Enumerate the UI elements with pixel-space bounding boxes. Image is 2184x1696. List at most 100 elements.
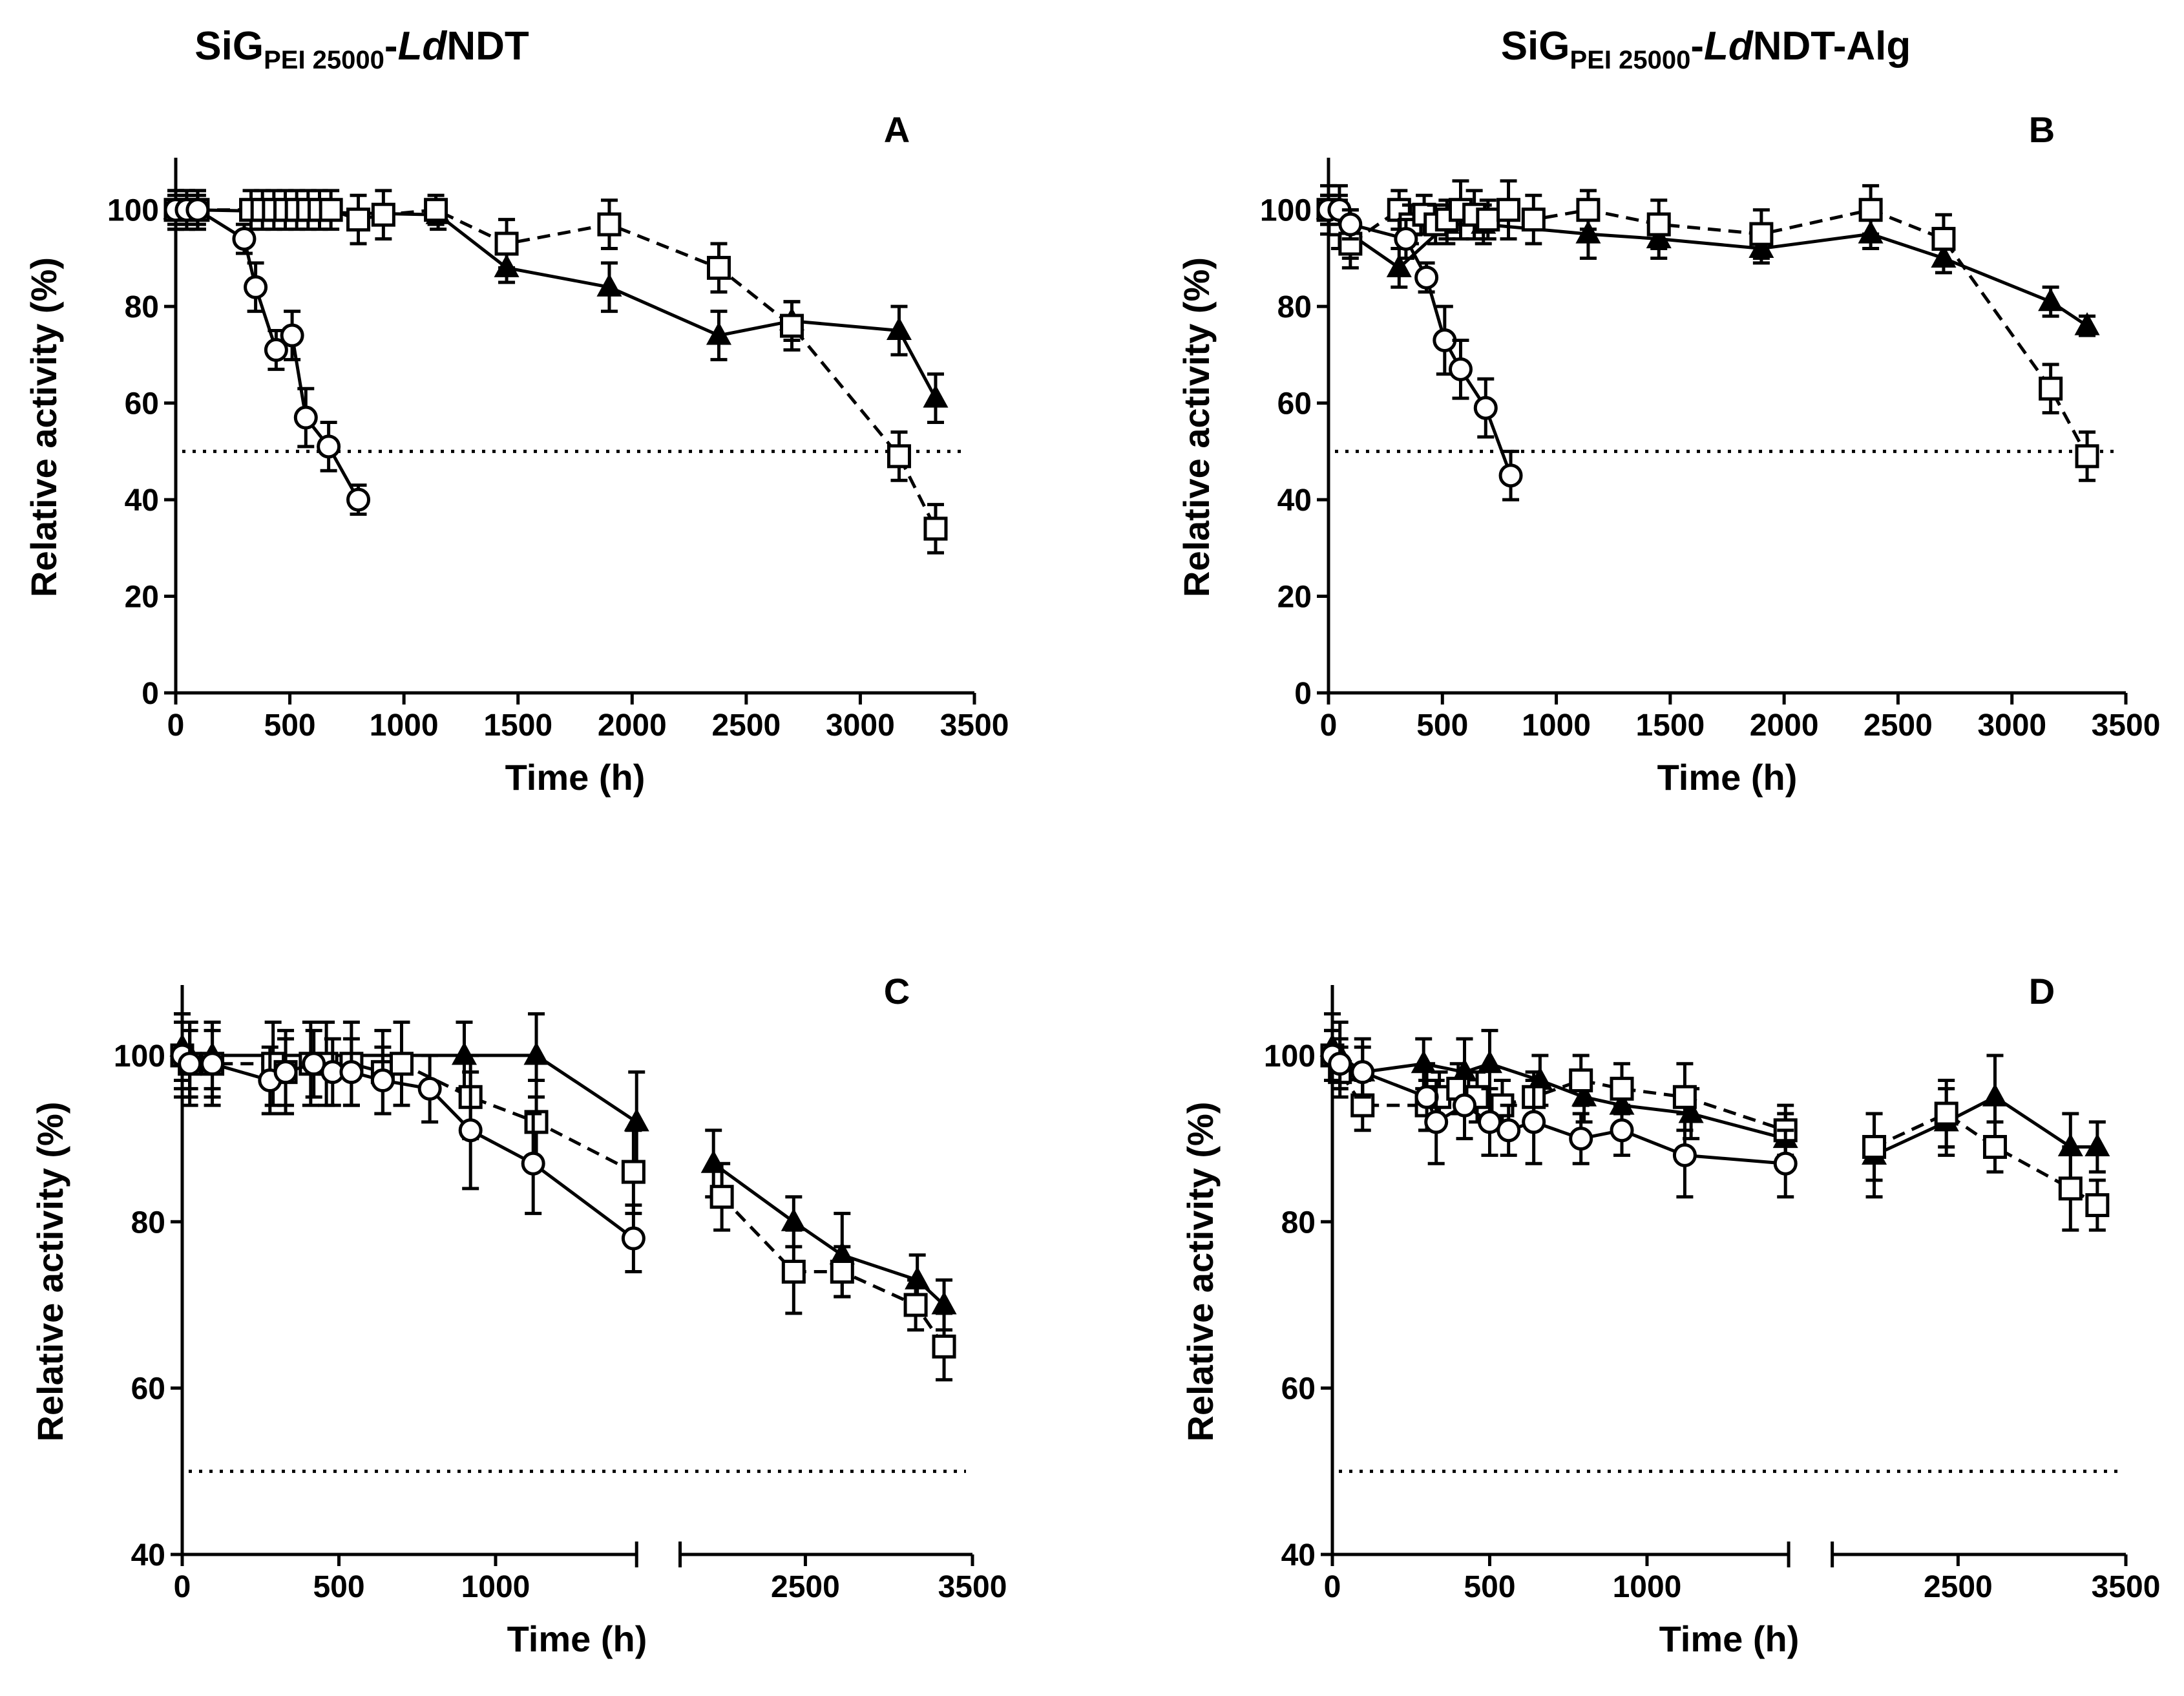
x-tick-label: 500	[313, 1570, 364, 1604]
data-point	[370, 1068, 395, 1093]
y-axis-title: Relative activity (%)	[23, 257, 64, 597]
panel-letter: D	[2029, 971, 2055, 1012]
panel-letter: A	[884, 109, 910, 150]
data-point	[597, 212, 622, 237]
data-point	[346, 487, 371, 512]
data-point	[621, 1226, 646, 1251]
x-tick-label: 2000	[598, 708, 667, 743]
x-tick-label: 0	[1324, 1570, 1341, 1604]
data-point	[1521, 207, 1546, 232]
data-point	[389, 1052, 414, 1076]
x-tick-label: 500	[1416, 708, 1468, 743]
y-tick-label: 100	[1260, 194, 1312, 228]
series-line	[176, 208, 938, 399]
data-point	[596, 273, 622, 297]
series-circle	[170, 1020, 646, 1273]
x-tick-label: 0	[174, 1570, 191, 1604]
data-point	[1476, 207, 1500, 232]
panel-letter: B	[2029, 109, 2055, 150]
data-point	[1414, 265, 1439, 290]
data-point	[1394, 227, 1418, 251]
data-point	[621, 1160, 646, 1184]
data-point	[709, 1185, 734, 1209]
data-point	[1453, 1093, 1477, 1118]
y-tick-label: 60	[131, 1372, 165, 1406]
series-circle	[1316, 193, 1523, 502]
series-line	[1331, 1054, 1786, 1165]
data-point	[1982, 1134, 2007, 1159]
x-tick-label: 500	[264, 708, 316, 743]
data-point	[185, 198, 210, 222]
data-point	[1473, 396, 1498, 420]
data-point	[923, 385, 949, 408]
y-tick-label: 40	[1277, 483, 1312, 518]
series-line	[176, 208, 938, 530]
data-point	[2084, 1133, 2110, 1156]
series-line	[1331, 1046, 1786, 1141]
data-point	[1576, 198, 1601, 222]
data-point	[1328, 1052, 1352, 1076]
data-point	[273, 1060, 298, 1085]
data-point	[2039, 376, 2063, 401]
data-point	[244, 275, 268, 299]
x-tick-label: 0	[1320, 708, 1338, 743]
y-tick-label: 100	[114, 1039, 165, 1074]
y-axis-title: Relative activity (%)	[1176, 257, 1217, 597]
column-title-right: SiGPEI 25000-LdNDT-Alg	[1501, 24, 1911, 74]
data-point	[1934, 1101, 1958, 1126]
data-point	[781, 1260, 806, 1284]
x-tick-label: 3500	[940, 708, 1009, 743]
data-point	[779, 313, 804, 338]
y-tick-label: 40	[131, 1538, 165, 1573]
series-circle	[163, 193, 371, 516]
data-point	[521, 1151, 545, 1176]
data-point	[932, 1334, 956, 1359]
x-tick-label: 1000	[370, 708, 439, 743]
data-point	[1433, 328, 1457, 352]
data-point	[1496, 1118, 1521, 1143]
data-point	[1931, 227, 1956, 251]
x-tick-label: 3500	[938, 1570, 1007, 1604]
data-point	[830, 1260, 854, 1284]
data-point	[293, 405, 318, 430]
series-square	[163, 189, 948, 555]
x-tick-label: 2500	[1864, 708, 1933, 743]
data-point	[1575, 220, 1601, 244]
data-point	[923, 516, 948, 541]
y-tick-label: 60	[1277, 387, 1312, 421]
panel-letter: C	[884, 971, 910, 1012]
y-axis-title: Relative activity (%)	[30, 1102, 70, 1442]
data-point	[624, 1108, 649, 1132]
x-tick-label: 2500	[1924, 1570, 1993, 1604]
y-axis-title: Relative activity (%)	[1180, 1102, 1221, 1442]
data-point	[1773, 1151, 1798, 1176]
data-point	[200, 1052, 225, 1076]
y-tick-label: 80	[131, 1205, 165, 1240]
data-point	[2074, 312, 2100, 335]
y-tick-label: 0	[1294, 677, 1312, 711]
data-point	[523, 1041, 549, 1065]
x-tick-label: 1000	[1522, 708, 1591, 743]
data-point	[1569, 1127, 1593, 1151]
y-tick-label: 40	[1281, 1538, 1316, 1573]
y-tick-label: 20	[125, 580, 159, 615]
data-point	[1338, 212, 1363, 237]
data-point	[1386, 254, 1412, 277]
data-point	[1496, 198, 1521, 222]
series-triangle	[163, 189, 949, 425]
x-tick-label: 3000	[826, 708, 895, 743]
series-circle	[1320, 1028, 1798, 1199]
x-tick-label: 2000	[1750, 708, 1819, 743]
data-point	[1569, 1068, 1593, 1093]
data-point	[2085, 1193, 2110, 1218]
data-point	[1448, 357, 1473, 381]
y-tick-label: 20	[1277, 580, 1312, 615]
data-point	[280, 323, 304, 348]
x-tick-label: 2500	[771, 1570, 840, 1604]
y-tick-label: 40	[125, 483, 159, 518]
data-point	[706, 255, 731, 280]
data-point	[1522, 1110, 1546, 1134]
data-point	[424, 198, 448, 222]
